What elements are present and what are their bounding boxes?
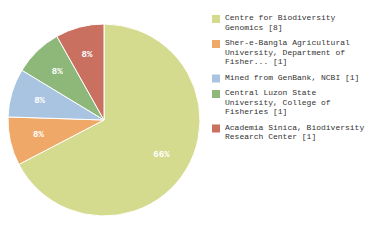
data-label: 8% (82, 50, 93, 60)
data-label: 8% (52, 67, 63, 77)
data-labels: 66% 8% 8% 8% 8% (33, 50, 170, 160)
pie-slice (57, 24, 104, 120)
legend-label-line: Fisheries [1] (225, 107, 287, 116)
legend-swatch (212, 125, 220, 133)
chart: 66% 8% 8% 8% 8% Centre for BiodiversityGenomi… (0, 0, 380, 240)
legend-label-line: Genomics [8] (225, 23, 283, 32)
legend-label-line: Sher-e-Bangla Agricultural (225, 38, 350, 47)
legend-swatch (212, 90, 220, 98)
data-label: 8% (33, 130, 44, 140)
legend-swatch (212, 75, 220, 83)
legend-label-line: Mined from GenBank, NCBI [1] (225, 73, 359, 82)
legend-label-line: Centre for Biodiversity (225, 13, 336, 22)
legend-label: Central Luzon StateUniversity, College o… (225, 88, 331, 116)
legend-label-line: Research Center [1] (225, 132, 316, 141)
pie-slice (8, 117, 104, 164)
legend-label: Sher-e-Bangla AgriculturalUniversity, De… (225, 38, 350, 66)
legend-swatch (212, 15, 220, 23)
legend-label-line: University, Department of (225, 48, 345, 57)
legend-label-line: Academia Sinica, Biodiversity (225, 123, 364, 132)
pie (8, 24, 200, 216)
legend-label: Centre for BiodiversityGenomics [8] (225, 13, 336, 32)
data-label: 66% (153, 150, 170, 160)
data-label: 8% (34, 96, 45, 106)
legend-label: Mined from GenBank, NCBI [1] (225, 73, 359, 82)
legend-label-line: Fisher... [1] (225, 57, 287, 66)
legend: Centre for BiodiversityGenomics [8] Sher-… (212, 13, 364, 141)
legend-label-line: Central Luzon State (225, 88, 316, 97)
legend-label: Academia Sinica, BiodiversityResearch Ce… (225, 123, 364, 142)
legend-swatch (212, 40, 220, 48)
legend-label-line: University, College of (225, 98, 331, 107)
